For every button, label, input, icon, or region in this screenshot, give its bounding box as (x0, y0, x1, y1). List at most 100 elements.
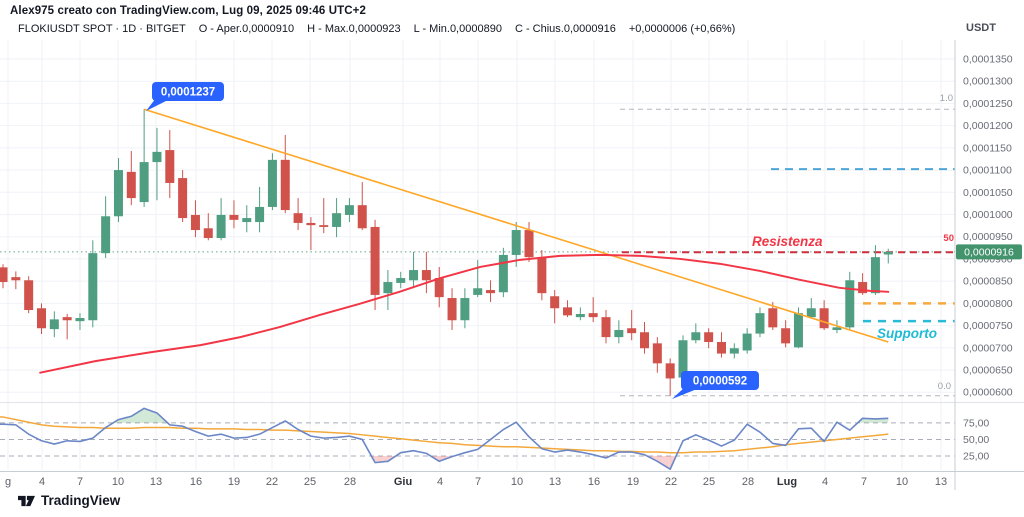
candle-body (819, 308, 829, 329)
ohlc-value-1: O - Aper.0,0000910 (198, 23, 295, 35)
candle-body (113, 170, 123, 217)
tradingview-logo-icon (18, 495, 35, 506)
candle-body (165, 150, 175, 183)
descending-trendline[interactable] (143, 108, 889, 343)
candle-body (832, 327, 842, 331)
candle-body (845, 280, 855, 328)
candle-body (460, 298, 470, 321)
candle-body (357, 205, 367, 229)
price-tick-label: 0,0001000 (963, 209, 1013, 221)
time-tick-label: 28 (344, 476, 356, 488)
candle-body (614, 330, 624, 338)
callout-low[interactable] (672, 371, 759, 399)
resistenza-label: Resistenza (752, 234, 823, 249)
time-tick-label: 16 (588, 476, 600, 488)
candle-body (768, 308, 778, 328)
candle-body (383, 282, 393, 294)
last-price-badge-label: 0,0000916 (964, 247, 1014, 259)
time-tick-label: 10 (896, 476, 908, 488)
ma-line[interactable] (39, 253, 890, 374)
candle-body (524, 230, 534, 258)
time-tick-label: 22 (665, 476, 677, 488)
price-axis-title: USDT (966, 22, 996, 34)
ohlc-value-3: L - Min.0,0000890 (413, 23, 502, 35)
callout-tail (146, 98, 168, 111)
candles-group (0, 109, 893, 396)
candle-body (729, 348, 739, 354)
candle-body (242, 218, 252, 223)
candle-body (216, 214, 226, 239)
time-tick-label: 4 (822, 476, 828, 488)
candle-body (101, 216, 111, 254)
ohlc-value-5: +0,0000006 (+0,66%) (628, 23, 736, 35)
callout-text: 0,0000592 (693, 376, 747, 388)
candle-body (24, 280, 34, 311)
candle-body (434, 278, 444, 298)
callout-text: 0,0001237 (161, 87, 215, 99)
time-tick-label: 19 (228, 476, 240, 488)
candle-body (806, 308, 816, 318)
candle-body (126, 171, 136, 199)
candle-body (11, 277, 21, 281)
price-tick-label: 0,0000950 (963, 231, 1013, 243)
candle-body (229, 214, 239, 220)
price-tick-label: 0,0000650 (963, 365, 1013, 377)
candle-body (678, 340, 688, 378)
time-tick-label: 25 (304, 476, 316, 488)
level-value-label: 0.0 (938, 381, 951, 392)
price-tick-label: 0,0001100 (963, 165, 1012, 177)
time-tick-label: 4 (39, 476, 45, 488)
candle-body (575, 314, 585, 318)
candle-body (396, 278, 406, 283)
candle-body (152, 151, 162, 163)
rsi-signal-line[interactable] (0, 416, 889, 454)
candle-body (486, 290, 496, 294)
candle-body (255, 206, 265, 223)
time-tick-label: 10 (112, 476, 124, 488)
candle-body (858, 282, 868, 294)
candle-body (203, 228, 213, 239)
candle-body (755, 313, 765, 334)
price-tick-label: 0,0000600 (963, 387, 1013, 399)
time-tick-label: 10 (511, 476, 523, 488)
candle-body (550, 296, 560, 309)
price-tick-label: 0,0001050 (963, 187, 1013, 199)
candle-body (0, 267, 8, 283)
candle-body (75, 318, 85, 322)
candle-body (306, 222, 316, 226)
time-tick-label: Lug (777, 476, 797, 488)
candle-body (781, 328, 791, 344)
indicator-tick-label: 25,00 (963, 451, 989, 463)
candle-body (588, 313, 598, 318)
time-tick-label: Giu (394, 476, 412, 488)
ohlc-row: FLOKIUSDT SPOT · 1D · BITGET O - Aper.0,0… (18, 23, 748, 35)
candle-body (267, 159, 277, 207)
rsi-line[interactable] (0, 407, 889, 471)
candle-body (473, 288, 483, 295)
candle-body (447, 298, 457, 321)
tradingview-logo[interactable]: TradingView (18, 493, 120, 508)
candle-body (178, 178, 188, 219)
candle-body (332, 213, 342, 227)
time-tick-label: 7 (77, 476, 83, 488)
callout-box (152, 82, 224, 101)
callout-high[interactable] (146, 82, 224, 111)
tradingview-logo-text: TradingView (41, 493, 121, 508)
last-price-badge (956, 244, 1022, 260)
candle-body (190, 214, 200, 231)
time-tick-label: 28 (742, 476, 754, 488)
time-tick-label: 7 (475, 476, 481, 488)
price-tick-label: 0,0001150 (963, 142, 1012, 154)
candle-body (870, 257, 880, 294)
price-tick-label: 0,0000800 (963, 298, 1013, 310)
supporto-label: Supporto (877, 326, 937, 341)
candle-body (716, 342, 726, 354)
candle-body (883, 251, 893, 255)
callout-box (681, 371, 759, 390)
time-tick-label: 13 (935, 476, 947, 488)
ohlc-value-4: C - Chius.0,0000916 (514, 23, 616, 35)
time-tick-label: 16 (190, 476, 202, 488)
price-tick-label: 0,0001350 (963, 54, 1013, 66)
